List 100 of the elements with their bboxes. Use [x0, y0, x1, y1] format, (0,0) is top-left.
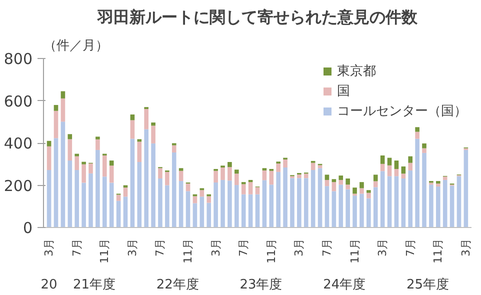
- bar: [380, 155, 385, 164]
- bar: [450, 186, 454, 228]
- bar: [422, 152, 426, 228]
- bar: [206, 202, 212, 228]
- bar: [269, 170, 274, 185]
- bar: [165, 172, 170, 186]
- bar: [68, 160, 72, 228]
- bar: [262, 180, 267, 228]
- x-tick-label: 7月: [154, 238, 167, 256]
- bar: [68, 134, 72, 140]
- bar: [82, 162, 86, 164]
- bar: [290, 178, 294, 228]
- bar: [96, 136, 100, 140]
- bar: [338, 180, 344, 185]
- bar: [429, 184, 434, 228]
- bar: [415, 132, 420, 139]
- x-tick-label: 11月: [264, 238, 278, 264]
- bar: [74, 170, 80, 228]
- bar: [206, 196, 212, 203]
- bar: [228, 162, 232, 168]
- bar: [304, 178, 308, 228]
- bar: [346, 184, 350, 190]
- bar: [304, 174, 308, 178]
- bar: [408, 156, 413, 163]
- bar: [338, 176, 344, 180]
- bar: [324, 174, 330, 180]
- bar: [102, 155, 107, 177]
- bar: [74, 156, 80, 170]
- bar: [366, 198, 371, 228]
- bar: [360, 194, 364, 228]
- bar: [380, 171, 385, 228]
- text: 23年度: [240, 276, 282, 292]
- bar: [220, 168, 225, 180]
- bar: [214, 182, 218, 228]
- bar: [96, 139, 100, 150]
- bar: [387, 165, 392, 176]
- bar: [255, 187, 260, 194]
- bar: [178, 181, 184, 228]
- bar: [172, 145, 176, 153]
- bar: [442, 176, 448, 180]
- bar: [144, 108, 148, 130]
- bar: [387, 158, 392, 166]
- bar: [151, 143, 156, 228]
- text: 21年度: [72, 276, 116, 292]
- bar: [137, 162, 142, 228]
- bar: [269, 184, 274, 228]
- bar: [366, 190, 371, 193]
- x-tick-label: 3月: [126, 238, 139, 256]
- x-tick-label: 7月: [404, 238, 417, 256]
- bar: [394, 176, 399, 228]
- bar: [436, 184, 440, 187]
- bar: [123, 188, 128, 197]
- text: 24年度: [323, 276, 366, 292]
- bar: [401, 178, 406, 228]
- x-tick-label: 11月: [98, 238, 112, 264]
- bar: [324, 186, 330, 228]
- x-tick-label: 11月: [348, 238, 362, 264]
- bar: [109, 166, 114, 183]
- bar: [151, 122, 156, 126]
- bar: [109, 160, 114, 166]
- bar: [262, 170, 267, 180]
- bar: [172, 152, 176, 228]
- bar: [442, 180, 448, 228]
- bar: [456, 176, 462, 228]
- bar: [234, 174, 239, 186]
- bar: [408, 162, 413, 170]
- x-tick-label: 11月: [432, 238, 445, 264]
- bar: [54, 138, 58, 228]
- y-tick-label: 600: [4, 92, 33, 110]
- bar: [60, 98, 66, 122]
- bar: [220, 180, 225, 228]
- bar: [387, 176, 392, 228]
- x-tick-label: 3月: [376, 238, 390, 256]
- bar: [116, 194, 121, 201]
- bar: [283, 159, 288, 168]
- bar: [352, 188, 357, 194]
- bar: [422, 148, 426, 153]
- bar: [214, 170, 218, 183]
- bar: [255, 194, 260, 228]
- bar: [178, 170, 184, 182]
- bar: [200, 190, 204, 197]
- bar: [165, 185, 170, 228]
- y-tick-label: 0: [22, 219, 33, 237]
- bar: [332, 191, 336, 228]
- bar: [158, 168, 162, 178]
- bar: [158, 178, 162, 228]
- bar: [436, 186, 440, 228]
- bar: [408, 170, 413, 228]
- bar: [137, 139, 142, 142]
- x-tick-label: 7月: [237, 238, 250, 256]
- bar: [234, 170, 239, 174]
- bar: [60, 91, 66, 98]
- legend-label: 国: [337, 83, 351, 100]
- bar: [46, 146, 52, 170]
- bar: [82, 164, 86, 183]
- bar: [54, 110, 58, 138]
- bar: [241, 194, 246, 228]
- x-tick-label: 11月: [182, 238, 195, 264]
- bar: [102, 176, 107, 228]
- bar: [46, 170, 52, 228]
